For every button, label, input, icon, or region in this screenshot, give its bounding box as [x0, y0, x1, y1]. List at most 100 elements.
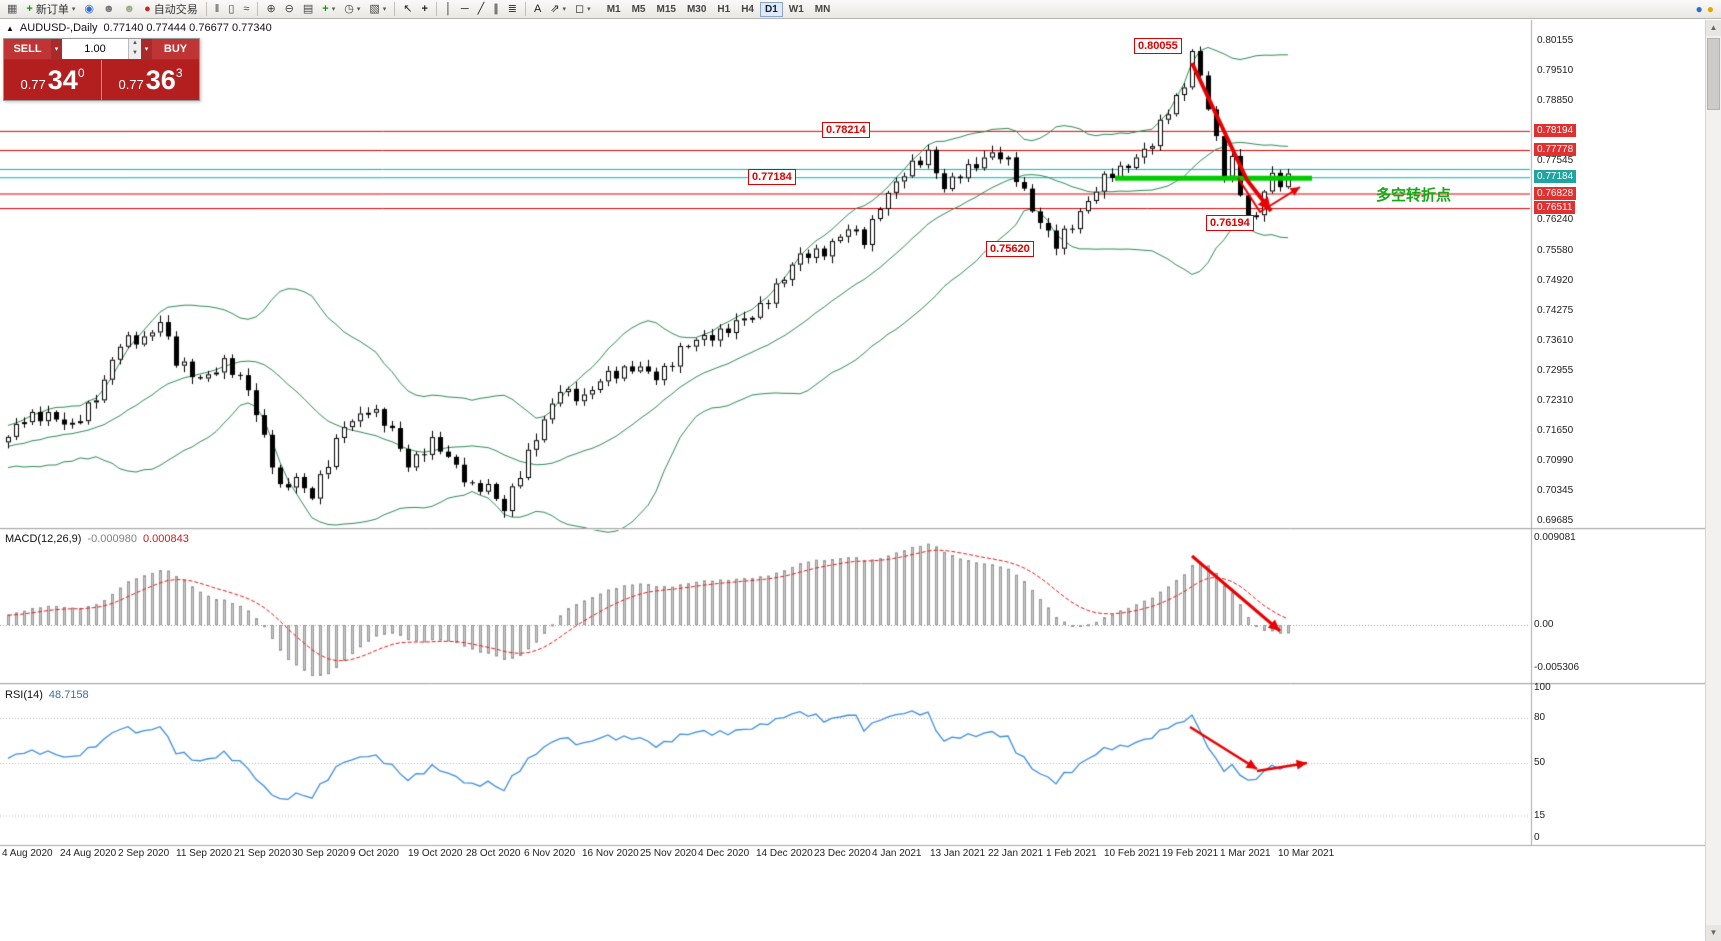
lot-size-field: ▲▼ — [62, 39, 141, 59]
timeframe-button-mn[interactable]: MN — [814, 3, 831, 15]
channel-button[interactable]: ∥ — [489, 1, 503, 18]
date-axis-label: 10 Feb 2021 — [1104, 848, 1161, 859]
periods-button[interactable]: ◷ ▾ — [340, 1, 364, 18]
candlestick-chart-icon: ▯ — [228, 2, 235, 15]
arrow-object-icon: ⇗ — [550, 2, 560, 15]
toolbar-separator — [524, 2, 526, 16]
new-order-button-label: 新订单 — [35, 4, 69, 16]
price-axis-label: 0.80155 — [1537, 35, 1574, 46]
scroll-up-button[interactable]: ▲ — [1706, 20, 1721, 36]
mql-community-button[interactable]: ◉ — [80, 1, 98, 18]
timeframe-button-d1[interactable]: D1 — [760, 1, 783, 17]
rsi-axis-label: 50 — [1534, 757, 1546, 768]
buy-options-dropdown[interactable]: ▾ — [141, 39, 152, 59]
zoom-out-button[interactable]: ⊖ — [281, 1, 298, 18]
sell-options-dropdown[interactable]: ▾ — [51, 39, 62, 59]
rsi-name: RSI(14) — [5, 689, 43, 701]
shapes-button[interactable]: ◻ ▾ — [571, 1, 595, 18]
bid-quote-button[interactable]: 0.77 34 0 — [4, 60, 101, 100]
channel-icon: ∥ — [493, 2, 499, 15]
date-axis-label: 14 Dec 2020 — [756, 848, 813, 859]
price-tag[interactable]: 0.77184 — [748, 169, 796, 186]
charts-window-button[interactable]: ▦ — [3, 1, 21, 18]
chart-window-icon: ▦ — [7, 2, 18, 15]
date-axis-label: 13 Jan 2021 — [930, 848, 986, 859]
annotation-text[interactable]: 多空转折点 — [1376, 187, 1452, 204]
price-tag[interactable]: 0.80055 — [1134, 37, 1182, 54]
cursor-icon: ↖ — [403, 2, 413, 15]
timeframe-button-m5[interactable]: M5 — [631, 3, 646, 15]
date-axis-label: 21 Sep 2020 — [234, 848, 291, 859]
price-axis-label: 0.79510 — [1537, 64, 1574, 76]
new-order-button[interactable]: + 新订单 ▾ — [22, 1, 79, 18]
lot-up-icon[interactable]: ▲ — [129, 39, 141, 49]
price-axis-label: 0.74275 — [1537, 304, 1574, 316]
price-axis-label: 0.76511 — [1534, 201, 1576, 215]
timeframe-button-h4[interactable]: H4 — [741, 3, 754, 15]
contacts-button[interactable]: ☻ — [120, 1, 140, 18]
lot-size-input[interactable] — [62, 39, 128, 59]
scroll-down-button[interactable]: ▼ — [1706, 925, 1721, 941]
timeframe-button-m1[interactable]: M1 — [606, 3, 621, 15]
dropdown-arrow-icon: ▾ — [356, 6, 361, 13]
price-axis-label: 0.73610 — [1537, 335, 1574, 347]
notification-icon[interactable]: ● — [1706, 1, 1714, 16]
ask-quote-button[interactable]: 0.77 36 3 — [102, 60, 199, 100]
lot-down-icon[interactable]: ▼ — [129, 49, 141, 59]
timeframe-button-h1[interactable]: H1 — [717, 3, 731, 15]
timeframe-button-m30[interactable]: M30 — [686, 3, 707, 15]
clock-icon: ◷ — [344, 2, 354, 15]
indicators-button[interactable]: + ▾ — [318, 1, 339, 18]
scrollbar-track[interactable] — [1706, 36, 1721, 925]
vertical-scrollbar[interactable]: ▲ ▼ — [1705, 20, 1721, 941]
bar-chart-button[interactable]: ‖ — [211, 1, 224, 18]
community-status-icon[interactable]: ● — [1695, 1, 1703, 16]
text-label-button[interactable]: A — [530, 1, 545, 18]
scrollbar-thumb[interactable] — [1707, 38, 1720, 110]
price-axis-label: 0.72955 — [1537, 365, 1574, 377]
bar-chart-icon: ‖ — [214, 2, 220, 15]
rsi-axis-label: 80 — [1534, 712, 1546, 723]
arrows-button[interactable]: ⇗ ▾ — [546, 1, 570, 18]
date-axis-label: 28 Oct 2020 — [466, 848, 521, 859]
vertical-line-button[interactable]: │ — [441, 1, 456, 18]
date-axis-label: 19 Oct 2020 — [408, 848, 463, 859]
line-chart-icon: ≈ — [243, 2, 250, 15]
contact-icon: ☻ — [123, 2, 136, 15]
fibonacci-button[interactable]: ≣ — [504, 1, 521, 18]
fibonacci-icon: ≣ — [507, 2, 517, 15]
date-axis-label: 22 Jan 2021 — [988, 848, 1044, 859]
buy-button[interactable]: BUY — [152, 39, 199, 59]
candlestick-chart-button[interactable]: ▯ — [224, 1, 238, 18]
cursor-button[interactable]: ↖ — [399, 1, 416, 18]
date-axis-label: 4 Dec 2020 — [698, 848, 750, 859]
tile-windows-button[interactable]: ▤ — [299, 1, 317, 18]
templates-button[interactable]: ▧ ▾ — [365, 1, 390, 18]
chart-title-bar: ▲ AUDUSD-,Daily 0.77140 0.77444 0.76677 … — [6, 22, 272, 34]
price-axis-label: 0.76828 — [1534, 186, 1577, 200]
main-toolbar: ▦ + 新订单 ▾ ◉ ☻ ☻ ● 自动交易 ‖ ▯ ≈ ⊕ ⊖ ▤ + ▾ ◷ ▾ ▧ ▾ ↖ + │ ─ ╱ ∥ ≣ A ⇗ ▾ ◻ ▾ M1… — [0, 0, 1721, 19]
price-tag[interactable]: 0.78214 — [822, 121, 870, 138]
price-tag[interactable]: 0.75620 — [986, 240, 1034, 257]
trendline-button[interactable]: ╱ — [474, 1, 489, 18]
profile-button[interactable]: ☻ — [99, 1, 119, 18]
lot-spinner[interactable]: ▲ ▼ — [128, 39, 141, 59]
timeframe-button-w1[interactable]: W1 — [788, 3, 804, 15]
sell-button[interactable]: SELL — [4, 39, 51, 59]
line-chart-button[interactable]: ≈ — [239, 1, 253, 18]
date-axis-label: 24 Aug 2020 — [60, 848, 117, 859]
rsi-axis-label: 0 — [1534, 832, 1540, 843]
date-axis-label: 10 Mar 2021 — [1278, 848, 1335, 859]
crosshair-icon: + — [421, 2, 428, 15]
autotrading-button[interactable]: ● 自动交易 — [140, 1, 202, 18]
timeframe-button-m15[interactable]: M15 — [656, 3, 676, 15]
macd-axis-label: 0.00 — [1534, 619, 1554, 630]
horizontal-line-button[interactable]: ─ — [457, 1, 473, 18]
price-tag[interactable]: 0.76194 — [1206, 214, 1254, 231]
toolbar-right-icons: ● ● — [1696, 2, 1715, 17]
zoom-in-button[interactable]: ⊕ — [262, 1, 279, 18]
crosshair-button[interactable]: + — [418, 1, 432, 18]
one-click-trading-panel: SELL ▾ ▲▼ ▾ BUY 0.77 34 0 0.77 36 3 — [3, 38, 200, 101]
indicators-plus-icon: + — [322, 2, 329, 15]
